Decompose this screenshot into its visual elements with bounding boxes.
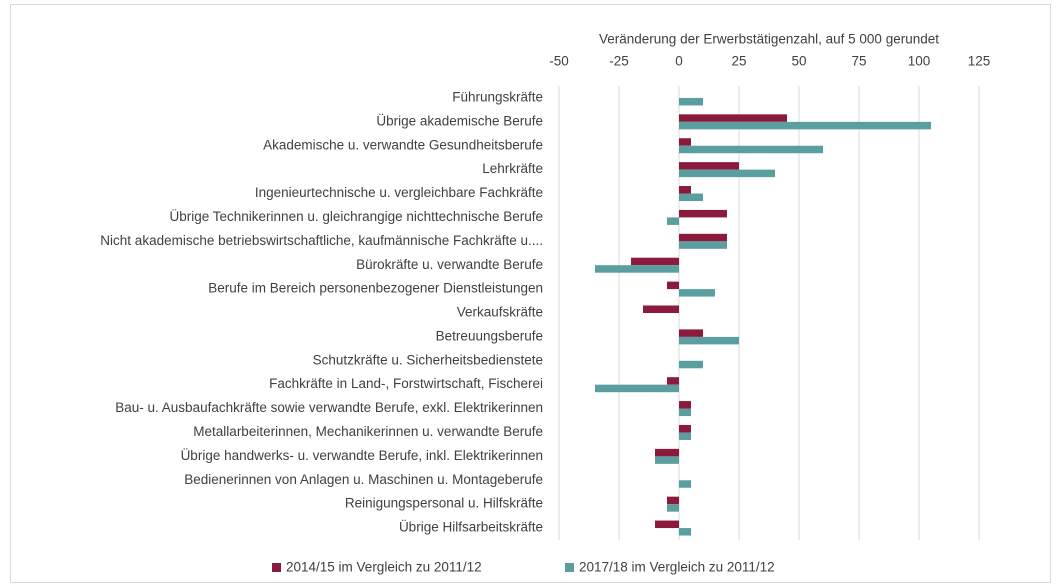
y-tick-label: Reinigungspersonal u. Hilfskräfte [345,496,543,511]
y-tick-label: Berufe im Bereich personenbezogener Dien… [208,281,543,296]
x-tick-label: -25 [609,54,629,69]
bar [679,432,691,440]
legend-label: 2017/18 im Vergleich zu 2011/12 [579,560,775,575]
y-tick-label: Übrige handwerks- u. verwandte Berufe, i… [181,448,543,463]
bar [679,138,691,146]
y-tick-label: Bürokräfte u. verwandte Berufe [356,257,543,272]
y-tick-label: Übrige akademische Berufe [376,113,543,128]
bar [679,528,691,536]
bar [679,169,775,178]
bar [679,480,691,488]
bar [655,520,679,529]
bar [679,114,787,122]
bar [679,162,739,170]
x-tick-label: 0 [675,54,683,69]
y-tick-label: Metallarbeiterinnen, Mechanikerinnen u. … [193,424,543,439]
y-tick-label: Fachkräfte in Land-, Forstwirtschaft, Fi… [269,376,543,391]
legend-label: 2014/15 im Vergleich zu 2011/12 [286,560,482,575]
bar [679,145,823,154]
bar [667,504,679,512]
bar [595,384,679,393]
x-tick-label: 25 [731,54,746,69]
bar [679,408,691,417]
bar [595,265,679,273]
bar [667,496,679,505]
x-axis-label: Veränderung der Erwerbstätigenzahl, auf … [599,32,939,47]
bar [679,289,715,297]
x-tick-label: 75 [851,54,866,69]
bar [631,257,679,266]
bar [679,401,691,409]
x-tick-label: 50 [791,54,806,69]
bar [679,186,691,194]
y-tick-label: Verkaufskräfte [457,305,543,320]
bar [679,193,703,202]
y-tick-label: Bedienerinnen von Anlagen u. Maschinen u… [184,472,543,487]
bar [679,97,703,106]
bar [643,305,679,313]
y-tick-label: Akademische u. verwandte Gesundheitsberu… [263,137,543,152]
y-tick-label: Lehrkräfte [482,161,543,176]
x-tick-label: 125 [968,54,991,69]
y-tick-label: Übrige Hilfsarbeitskräfte [399,520,543,535]
y-tick-label: Führungskräfte [452,90,543,105]
legend-swatch [565,563,574,572]
bar [679,336,739,345]
bar [679,121,931,130]
bar [667,217,679,225]
y-tick-label: Nicht akademische betriebswirtschaftlich… [100,233,543,248]
x-tick-label: -50 [549,54,569,69]
bar [679,209,727,218]
legend-swatch [272,563,281,572]
y-tick-label: Bau- u. Ausbaufachkräfte sowie verwandte… [115,400,543,415]
y-tick-label: Betreuungsberufe [436,328,543,343]
bar [679,360,703,369]
bar [679,424,691,433]
bar [679,329,703,337]
bar [679,241,727,249]
y-tick-label: Schutzkräfte u. Sicherheitsbedienstete [313,352,543,367]
y-tick-label: Ingenieurtechnische u. vergleichbare Fac… [255,185,543,200]
bar [655,448,679,457]
bar [667,377,679,385]
bar [679,233,727,242]
bar [667,281,679,290]
x-tick-label: 100 [908,54,931,69]
bar [655,456,679,464]
chart-border [10,4,1051,583]
y-tick-label: Übrige Technikerinnen u. gleichrangige n… [170,209,544,224]
